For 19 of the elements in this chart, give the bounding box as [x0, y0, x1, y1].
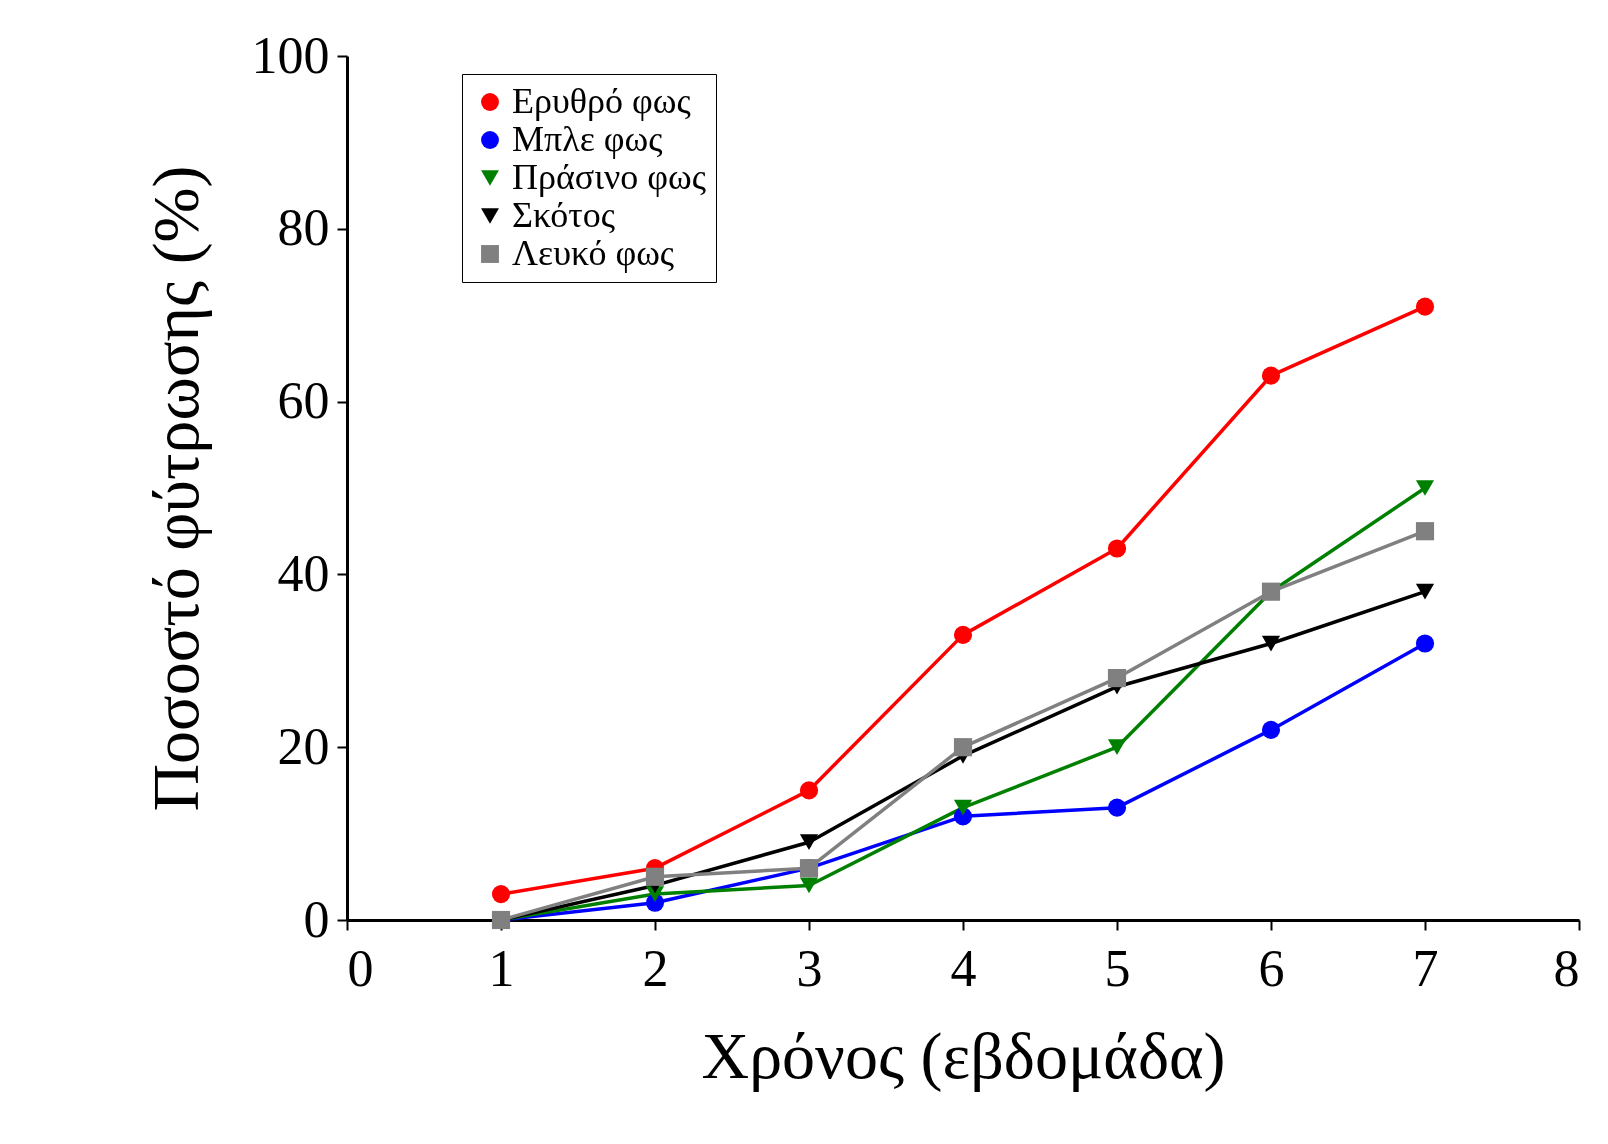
y-tick-label: 100: [251, 26, 330, 84]
x-tick-label: 0: [347, 939, 374, 997]
x-tick-label: 1: [488, 939, 515, 997]
x-tick-label: 8: [1553, 939, 1580, 997]
y-tick-label: 80: [277, 199, 330, 257]
x-tick-label: 6: [1258, 939, 1285, 997]
y-tick-label: 60: [277, 372, 330, 430]
legend-label: Ερυθρό φως: [512, 81, 691, 121]
x-tick-label: 5: [1104, 939, 1131, 997]
y-tick-label: 40: [277, 544, 330, 602]
x-tick-label: 3: [796, 939, 823, 997]
x-tick-label: 7: [1412, 939, 1439, 997]
x-tick-label: 4: [950, 939, 977, 997]
y-tick-label: 0: [303, 890, 330, 948]
x-axis-title: Χρόνος (εβδομάδα): [701, 1018, 1226, 1093]
legend-label: Λευκό φως: [512, 233, 675, 273]
x-tick-label: 2: [642, 939, 669, 997]
y-tick-label: 20: [277, 717, 330, 775]
y-axis-title: Ποσοστό φύτρωσης (%): [138, 165, 213, 812]
